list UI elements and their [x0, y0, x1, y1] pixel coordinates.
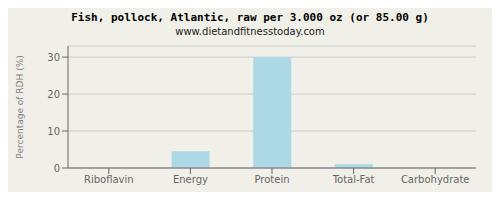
svg-text:Riboflavin: Riboflavin: [84, 174, 134, 185]
html-text:www.dietandfitnesstoday.com: www.dietandfitnesstoday.com: [175, 26, 325, 37]
svg-text:Total-Fat: Total-Fat: [332, 174, 375, 185]
svg-text:Carbohydrate: Carbohydrate: [401, 174, 470, 185]
html-text:Fish, pollock, Atlantic, raw p: Fish, pollock, Atlantic, raw per 3.000 o…: [71, 11, 429, 24]
svg-text:0: 0: [54, 163, 60, 174]
svg-text:30: 30: [47, 52, 60, 63]
svg-text:10: 10: [47, 126, 60, 137]
svg-text:Protein: Protein: [254, 174, 289, 185]
svg-text:20: 20: [47, 89, 60, 100]
svg-text:Percentage of RDH (%): Percentage of RDH (%): [15, 55, 25, 158]
svg-text:Energy: Energy: [173, 174, 208, 185]
